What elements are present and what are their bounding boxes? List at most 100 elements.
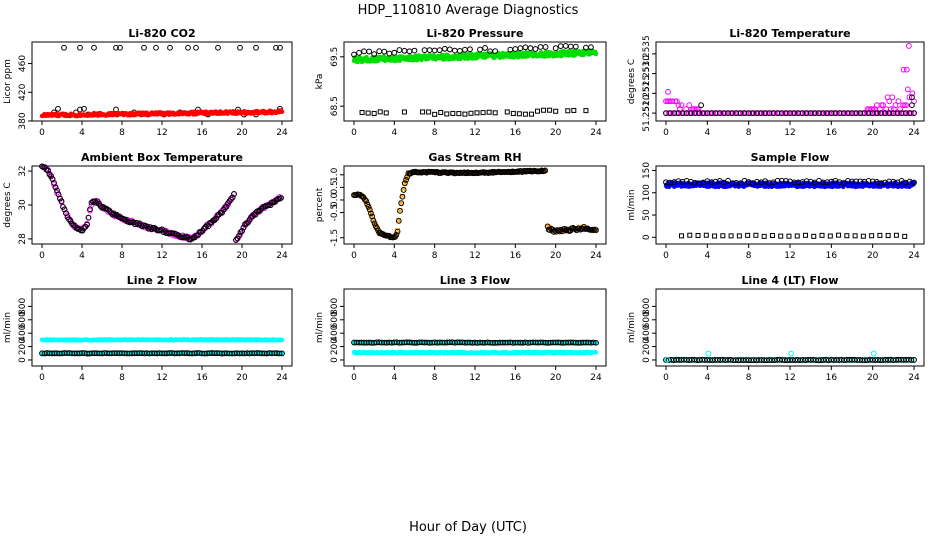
data-point bbox=[394, 227, 401, 234]
x-tick-label: 24 bbox=[276, 373, 288, 383]
data-point bbox=[873, 110, 880, 116]
data-point bbox=[890, 110, 897, 116]
data-point bbox=[512, 46, 519, 52]
data-point bbox=[787, 110, 793, 116]
x-tick-label: 4 bbox=[704, 373, 710, 383]
data-point bbox=[593, 350, 599, 355]
x-tick-label: 16 bbox=[510, 251, 522, 261]
x-tick-label: 4 bbox=[391, 128, 397, 138]
data-point bbox=[705, 350, 712, 357]
x-tick-label: 0 bbox=[39, 251, 45, 261]
y-tick-label: 68.5 bbox=[330, 96, 340, 116]
data-point bbox=[836, 232, 842, 238]
y-axis-label: ml/min bbox=[315, 312, 325, 343]
data-point bbox=[725, 177, 731, 184]
data-point bbox=[799, 179, 806, 185]
data-point bbox=[889, 94, 896, 101]
figure-title: HDP_110810 Average Diagnostics bbox=[358, 3, 579, 18]
data-point bbox=[769, 233, 775, 239]
x-tick-label: 16 bbox=[510, 128, 522, 138]
y-tick-label: 0 bbox=[642, 234, 652, 240]
data-point bbox=[91, 44, 97, 51]
data-layer bbox=[663, 177, 917, 239]
data-point bbox=[695, 232, 701, 238]
data-point bbox=[226, 198, 233, 204]
y-tick-label: 400 bbox=[330, 324, 340, 341]
y-tick-label: 800 bbox=[330, 298, 340, 315]
data-point bbox=[590, 339, 597, 346]
data-point bbox=[679, 110, 686, 116]
x-tick-label: 12 bbox=[784, 128, 795, 138]
x-tick-label: 12 bbox=[156, 373, 167, 383]
data-point bbox=[535, 108, 541, 114]
x-tick-label: 24 bbox=[908, 128, 920, 138]
data-point bbox=[824, 110, 831, 116]
data-point bbox=[886, 98, 893, 105]
y-tick-label: 50 bbox=[642, 209, 652, 221]
data-point bbox=[902, 233, 908, 239]
data-point bbox=[552, 45, 559, 52]
data-point bbox=[725, 110, 731, 116]
y-tick-label: 28 bbox=[18, 233, 28, 245]
data-point bbox=[356, 49, 362, 56]
data-point bbox=[480, 110, 486, 116]
data-point bbox=[794, 233, 800, 239]
data-point bbox=[679, 233, 684, 239]
data-point bbox=[683, 177, 690, 184]
x-tick-label: 20 bbox=[236, 128, 248, 138]
data-point bbox=[386, 50, 393, 57]
data-point bbox=[361, 48, 367, 55]
data-point bbox=[683, 106, 690, 113]
data-point bbox=[370, 217, 377, 224]
data-point bbox=[441, 45, 448, 52]
panel-title: Li-820 Pressure bbox=[427, 27, 524, 40]
data-point bbox=[273, 44, 279, 51]
data-point bbox=[877, 232, 883, 238]
y-axis-label: Licor ppm bbox=[3, 59, 13, 104]
data-point bbox=[93, 199, 99, 206]
data-point bbox=[117, 44, 123, 51]
panel-title: Line 3 Flow bbox=[440, 274, 510, 287]
x-tick-label: 20 bbox=[550, 373, 562, 383]
data-point bbox=[844, 178, 851, 184]
data-point bbox=[411, 47, 418, 54]
data-point bbox=[401, 180, 408, 187]
data-point bbox=[231, 191, 237, 197]
data-point bbox=[77, 44, 83, 51]
data-point bbox=[782, 178, 789, 184]
y-axis-label: degrees C bbox=[3, 182, 13, 227]
data-point bbox=[504, 109, 510, 115]
data-point bbox=[236, 233, 242, 239]
x-tick-label: 16 bbox=[196, 373, 208, 383]
data-point bbox=[216, 211, 222, 218]
data-point bbox=[542, 167, 549, 174]
data-point bbox=[593, 51, 599, 57]
x-tick-label: 20 bbox=[236, 251, 248, 261]
data-point bbox=[528, 111, 534, 117]
data-point bbox=[741, 110, 748, 116]
data-point bbox=[189, 235, 195, 242]
data-point bbox=[774, 177, 781, 184]
data-point bbox=[361, 196, 368, 203]
panel-title: Li-820 CO2 bbox=[128, 27, 195, 40]
y-tick-label: 460 bbox=[18, 55, 28, 72]
data-point bbox=[671, 110, 678, 116]
y-tick-label: 51.2535 bbox=[642, 35, 652, 72]
x-tick-label: 24 bbox=[908, 251, 920, 261]
data-point bbox=[444, 111, 450, 117]
data-point bbox=[532, 46, 539, 52]
data-point bbox=[516, 111, 522, 117]
y-axis-label: degrees C bbox=[627, 59, 637, 104]
data-point bbox=[368, 210, 374, 217]
x-tick-label: 24 bbox=[908, 373, 920, 383]
panel-title: Line 4 (LT) Flow bbox=[742, 274, 839, 287]
data-point bbox=[857, 178, 864, 185]
x-tick-label: 8 bbox=[119, 373, 125, 383]
data-point bbox=[870, 350, 877, 357]
y-tick-label: 380 bbox=[18, 112, 28, 129]
data-point bbox=[667, 179, 674, 186]
data-point bbox=[898, 110, 905, 116]
data-point bbox=[882, 179, 888, 186]
data-point bbox=[153, 44, 159, 51]
